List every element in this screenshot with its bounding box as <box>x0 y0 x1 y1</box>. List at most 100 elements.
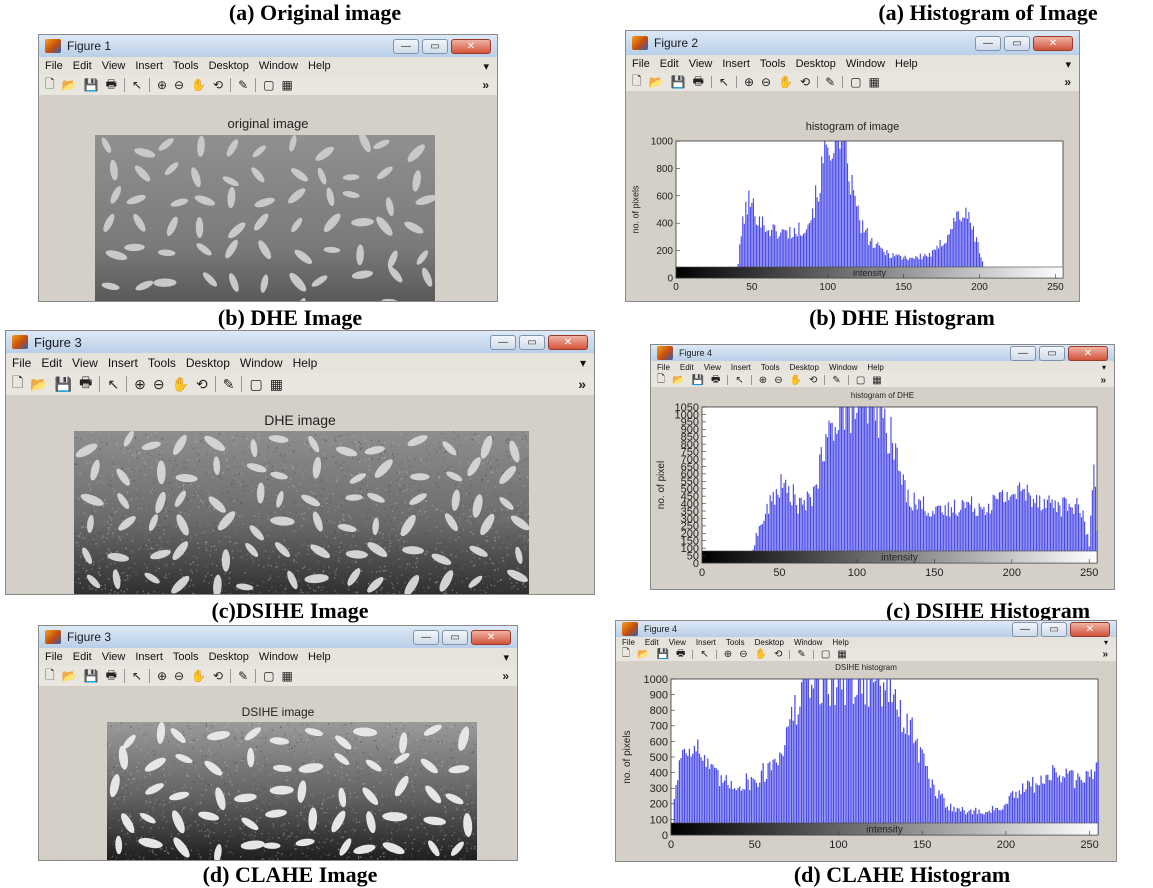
maximize-button[interactable]: ▭ <box>519 334 545 350</box>
window-titlebar[interactable]: Figure 2 — ▭ ✕ <box>626 31 1079 55</box>
save-icon[interactable]: 💾 <box>691 374 704 386</box>
save-icon[interactable]: 💾 <box>83 78 99 92</box>
maximize-button[interactable]: ▭ <box>422 38 448 54</box>
save-icon[interactable]: 💾 <box>54 375 73 392</box>
window-titlebar[interactable]: Figure 1 — ▭ ✕ <box>39 35 497 57</box>
data-cursor-icon[interactable]: ✎ <box>832 374 841 386</box>
menu-item-tools[interactable]: Tools <box>760 362 780 372</box>
menu-item-view[interactable]: View <box>72 356 98 370</box>
print-icon[interactable]: 🖶 <box>105 667 117 682</box>
rotate-3d-icon[interactable]: ⟲ <box>196 375 208 392</box>
data-cursor-icon[interactable]: ✎ <box>238 78 249 92</box>
maximize-button[interactable]: ▭ <box>1041 622 1067 637</box>
menu-item-edit[interactable]: Edit <box>644 638 659 647</box>
colorbar-icon[interactable]: ▢ <box>820 649 831 660</box>
close-button[interactable]: ✕ <box>451 38 491 54</box>
zoom-out-icon[interactable]: ⊖ <box>774 374 783 386</box>
menu-item-desktop[interactable]: Desktop <box>208 60 249 72</box>
pointer-icon[interactable]: ↖ <box>735 374 744 386</box>
print-icon[interactable]: 🖶 <box>710 373 721 385</box>
data-cursor-icon[interactable]: ✎ <box>797 649 806 660</box>
legend-icon[interactable]: ▦ <box>281 78 293 92</box>
close-button[interactable]: ✕ <box>471 629 511 645</box>
menu-item-insert[interactable]: Insert <box>722 58 750 70</box>
menu-item-help[interactable]: Help <box>308 651 331 663</box>
open-folder-icon[interactable]: 📂 <box>637 649 650 660</box>
new-file-icon[interactable]: 🗋 <box>45 667 55 682</box>
more-icon[interactable]: » <box>578 376 586 392</box>
menu-item-view[interactable]: View <box>668 638 686 647</box>
open-folder-icon[interactable]: 📂 <box>648 75 664 89</box>
menu-overflow-icon[interactable]: ▾ <box>483 60 489 73</box>
pointer-icon[interactable]: ↖ <box>131 78 142 92</box>
legend-icon[interactable]: ▦ <box>269 375 283 392</box>
pan-hand-icon[interactable]: ✋ <box>789 374 803 386</box>
new-file-icon[interactable]: 🗋 <box>622 648 631 659</box>
pointer-icon[interactable]: ↖ <box>107 375 120 392</box>
menu-item-edit[interactable]: Edit <box>72 60 92 72</box>
menu-overflow-icon[interactable]: ▾ <box>1101 362 1106 372</box>
menu-item-tools[interactable]: Tools <box>172 60 199 72</box>
open-folder-icon[interactable]: 📂 <box>61 669 77 683</box>
menu-item-window[interactable]: Window <box>258 651 299 663</box>
menu-item-window[interactable]: Window <box>845 58 886 70</box>
pan-hand-icon[interactable]: ✋ <box>191 78 207 92</box>
pointer-icon[interactable]: ↖ <box>131 669 142 683</box>
maximize-button[interactable]: ▭ <box>442 629 468 645</box>
minimize-button[interactable]: — <box>975 35 1001 51</box>
menu-item-tools[interactable]: Tools <box>759 58 786 70</box>
maximize-button[interactable]: ▭ <box>1004 35 1030 51</box>
save-icon[interactable]: 💾 <box>656 649 669 660</box>
zoom-in-icon[interactable]: ⊕ <box>156 669 168 683</box>
minimize-button[interactable]: — <box>393 38 419 54</box>
menu-overflow-icon[interactable]: ▾ <box>1103 638 1108 647</box>
menu-item-view[interactable]: View <box>703 362 721 372</box>
legend-icon[interactable]: ▦ <box>281 669 293 683</box>
colorbar-icon[interactable]: ▢ <box>850 75 862 89</box>
menu-item-tools[interactable]: Tools <box>147 356 176 370</box>
rotate-3d-icon[interactable]: ⟲ <box>213 669 224 683</box>
print-icon[interactable]: 🖶 <box>692 73 704 88</box>
print-icon[interactable]: 🖶 <box>105 76 117 91</box>
zoom-out-icon[interactable]: ⊖ <box>174 669 185 683</box>
menu-item-window[interactable]: Window <box>793 638 823 647</box>
print-icon[interactable]: 🖶 <box>675 648 686 659</box>
menu-item-edit[interactable]: Edit <box>679 362 694 372</box>
close-button[interactable]: ✕ <box>1068 346 1108 361</box>
window-titlebar[interactable]: Figure 3 — ▭ ✕ <box>6 331 594 353</box>
menu-item-tools[interactable]: Tools <box>172 651 199 663</box>
menu-item-file[interactable]: File <box>657 362 670 372</box>
more-icon[interactable]: » <box>1100 374 1106 386</box>
minimize-button[interactable]: — <box>413 629 439 645</box>
minimize-button[interactable]: — <box>490 334 516 350</box>
print-icon[interactable]: 🖶 <box>79 374 93 390</box>
menu-item-desktop[interactable]: Desktop <box>795 58 836 70</box>
colorbar-icon[interactable]: ▢ <box>249 375 263 392</box>
save-icon[interactable]: 💾 <box>83 669 99 683</box>
minimize-button[interactable]: — <box>1010 346 1036 361</box>
data-cursor-icon[interactable]: ✎ <box>238 669 249 683</box>
colorbar-icon[interactable]: ▢ <box>263 78 275 92</box>
menu-item-view[interactable]: View <box>101 60 126 72</box>
menu-item-file[interactable]: File <box>12 356 32 370</box>
new-file-icon[interactable]: 🗋 <box>12 374 24 390</box>
open-folder-icon[interactable]: 📂 <box>30 375 48 392</box>
menu-item-insert[interactable]: Insert <box>695 638 716 647</box>
zoom-in-icon[interactable]: ⊕ <box>743 75 755 89</box>
menu-item-view[interactable]: View <box>101 651 126 663</box>
menu-item-edit[interactable]: Edit <box>72 651 92 663</box>
menu-item-window[interactable]: Window <box>828 362 858 372</box>
zoom-in-icon[interactable]: ⊕ <box>134 375 146 392</box>
menu-item-insert[interactable]: Insert <box>730 362 751 372</box>
legend-icon[interactable]: ▦ <box>868 75 880 89</box>
menu-item-help[interactable]: Help <box>292 356 318 370</box>
data-cursor-icon[interactable]: ✎ <box>825 75 836 89</box>
rotate-3d-icon[interactable]: ⟲ <box>809 374 818 386</box>
menu-item-insert[interactable]: Insert <box>135 651 163 663</box>
menu-item-edit[interactable]: Edit <box>41 356 63 370</box>
window-titlebar[interactable]: Figure 4 — ▭ ✕ <box>651 345 1114 361</box>
rotate-3d-icon[interactable]: ⟲ <box>800 75 811 89</box>
colorbar-icon[interactable]: ▢ <box>263 669 275 683</box>
menu-item-window[interactable]: Window <box>239 356 283 370</box>
legend-icon[interactable]: ▦ <box>837 649 847 660</box>
